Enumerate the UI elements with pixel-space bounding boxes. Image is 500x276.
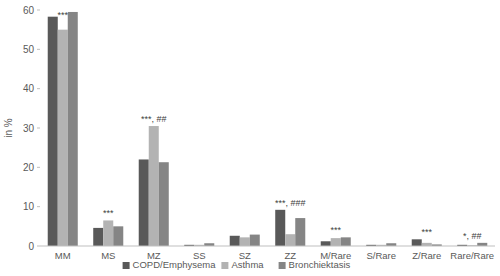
bar [331,238,341,246]
legend-swatch [123,262,130,269]
annotation: ***, ### [275,198,306,208]
annotation: *, ## [463,231,482,241]
legend-label: Asthma [231,259,264,270]
bar [48,17,58,246]
annotation: ***, ## [141,114,167,124]
annotation: *** [57,10,68,20]
x-tick-label: Rare/Rare [450,250,494,261]
y-tick-label: 0 [28,241,34,252]
y-axis-label: in % [3,118,14,138]
legend: COPD/Emphysema Asthma Bronchiektasis [123,259,351,270]
bar [250,235,260,246]
bar [93,228,103,246]
y-tick-label: 20 [23,162,35,173]
annotation: *** [330,225,341,235]
y-tick [37,88,40,89]
bar [139,159,149,246]
y-tick-label: 10 [23,201,35,212]
bar [113,226,123,246]
bar [275,210,285,246]
bar [68,12,78,246]
y-tick [37,206,40,207]
bar [58,30,68,246]
annotation: *** [421,227,432,237]
x-tick-label: S/Rare [366,250,396,261]
bar [230,236,240,246]
bar [159,162,169,246]
bar [412,239,422,246]
x-tick-label: MS [101,250,115,261]
legend-label: COPD/Emphysema [133,259,217,270]
x-tick-label: Z/Rare [412,250,441,261]
bar [149,126,159,246]
legend-label: Bronchiektasis [289,259,351,270]
legend-swatch [279,262,286,269]
legend-swatch [221,262,228,269]
y-tick [37,128,40,129]
y-tick [37,10,40,11]
bar [240,237,250,246]
y-tick [37,246,40,247]
y-tick-label: 50 [23,44,35,55]
x-tick-label: MM [55,250,71,261]
bar [341,237,351,246]
bar [295,218,305,246]
bar [103,220,113,246]
bars [48,12,488,246]
y-tick-label: 40 [23,83,35,94]
bar [285,234,295,246]
y-tick [37,49,40,50]
y-tick-label: 30 [23,123,35,134]
y-tick [37,167,40,168]
bar [321,241,331,246]
x-axis [40,246,495,247]
annotation: *** [103,208,114,218]
chart: 0102030405060in %MMMSMZSSSZZZM/RareS/Rar… [0,0,500,276]
y-tick-label: 60 [23,5,35,16]
